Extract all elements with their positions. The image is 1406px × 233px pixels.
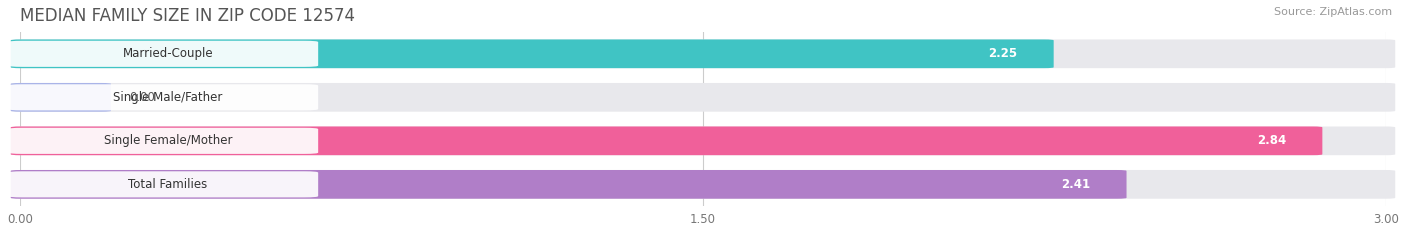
FancyBboxPatch shape	[11, 39, 1395, 68]
Text: Single Female/Mother: Single Female/Mother	[104, 134, 232, 147]
FancyBboxPatch shape	[8, 171, 318, 197]
Text: 2.84: 2.84	[1257, 134, 1286, 147]
Text: 2.25: 2.25	[988, 47, 1017, 60]
FancyBboxPatch shape	[11, 170, 1395, 199]
FancyBboxPatch shape	[11, 39, 1053, 68]
FancyBboxPatch shape	[11, 127, 1323, 155]
FancyBboxPatch shape	[8, 41, 318, 67]
FancyBboxPatch shape	[11, 170, 1126, 199]
Text: Single Male/Father: Single Male/Father	[114, 91, 222, 104]
Text: 2.41: 2.41	[1062, 178, 1090, 191]
FancyBboxPatch shape	[11, 83, 1395, 112]
FancyBboxPatch shape	[8, 84, 318, 110]
FancyBboxPatch shape	[11, 83, 111, 112]
FancyBboxPatch shape	[11, 127, 1395, 155]
Text: Married-Couple: Married-Couple	[122, 47, 214, 60]
Text: 0.00: 0.00	[129, 91, 155, 104]
Text: Total Families: Total Families	[128, 178, 208, 191]
FancyBboxPatch shape	[8, 128, 318, 154]
Text: MEDIAN FAMILY SIZE IN ZIP CODE 12574: MEDIAN FAMILY SIZE IN ZIP CODE 12574	[20, 7, 354, 25]
Text: Source: ZipAtlas.com: Source: ZipAtlas.com	[1274, 7, 1392, 17]
